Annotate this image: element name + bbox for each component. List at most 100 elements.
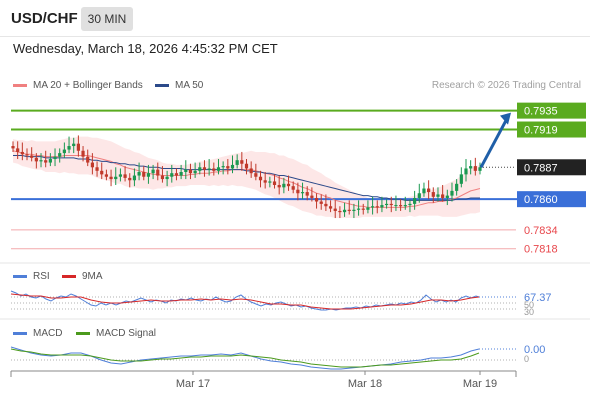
candle-body [151, 169, 155, 174]
candle [469, 160, 473, 175]
candle [179, 164, 183, 180]
candle [464, 159, 468, 182]
macd-line [10, 346, 480, 370]
candle [422, 182, 426, 197]
candle-body [310, 195, 314, 198]
candle [39, 153, 43, 168]
candle-body [296, 189, 300, 194]
candle [455, 179, 459, 196]
candle-body [170, 173, 174, 177]
candle [156, 162, 160, 181]
candle-body [338, 210, 342, 213]
candle [174, 168, 179, 181]
candle [291, 181, 295, 194]
rsi-ma-legend: 9MA [62, 271, 103, 282]
candle-body [305, 192, 309, 196]
macd-legend: MACD [13, 328, 62, 339]
candle [137, 162, 141, 181]
candle-body [254, 173, 258, 177]
ma50-legend-label: MA 50 [175, 80, 204, 91]
level-label-5: 0.7818 [524, 244, 558, 256]
candle-body [399, 205, 403, 207]
candle [230, 155, 235, 174]
candle-body [408, 203, 412, 206]
candle-body [469, 166, 473, 169]
candle-body [123, 174, 127, 178]
candle [48, 153, 52, 167]
candle [272, 174, 277, 189]
candle-body [319, 201, 323, 204]
bollinger-band-fill [13, 136, 480, 219]
candle [188, 163, 193, 180]
ma20-swatch [13, 84, 27, 87]
candle [198, 162, 202, 175]
candle-body [277, 184, 281, 188]
rsi-level-50-label: 50 [524, 300, 534, 310]
timeframe-badge[interactable]: 30 MIN [81, 7, 133, 31]
candle-body [249, 168, 253, 174]
candle-body [62, 149, 66, 154]
candle [207, 159, 211, 176]
candle [11, 141, 15, 152]
candle-body [328, 206, 333, 209]
candle [44, 150, 48, 168]
candle-body [389, 203, 393, 206]
macd-value: 0.00 [524, 344, 545, 356]
candle [282, 177, 286, 194]
projection-arrow-shaft [479, 117, 509, 168]
candle-body [11, 146, 15, 149]
candle [347, 200, 351, 215]
candle-body [300, 192, 305, 194]
candle [286, 175, 291, 191]
macd-zero-label: 0 [524, 354, 529, 364]
candle-body [459, 174, 463, 184]
candle [221, 161, 225, 175]
candle [20, 142, 24, 161]
candle-body [39, 160, 43, 162]
candle [431, 187, 435, 203]
candle-body [324, 203, 328, 207]
candle-body [455, 183, 459, 191]
candle-body [128, 177, 132, 181]
candle [296, 182, 300, 201]
candle [277, 175, 281, 195]
candle [352, 203, 356, 219]
candle [403, 196, 407, 210]
candle [305, 186, 309, 201]
candle-body [76, 143, 80, 151]
level-label-2: 0.7887 [524, 162, 558, 174]
level-label-3: 0.7860 [524, 194, 558, 206]
candle [314, 193, 319, 209]
candle-body [53, 156, 57, 160]
candle-body [366, 207, 370, 210]
candle [380, 196, 384, 213]
macd-swatch [13, 332, 27, 335]
candle-body [48, 159, 52, 163]
candle-body [445, 195, 449, 198]
candle-body [207, 168, 211, 170]
candle [268, 176, 272, 188]
candle-body [165, 176, 169, 180]
bollinger-bands [13, 136, 480, 219]
rsi-ma-line [10, 293, 480, 310]
candle [86, 149, 90, 167]
candle-body [20, 151, 24, 155]
candle-body [16, 148, 20, 152]
rsi-line [10, 290, 480, 311]
candle-body [436, 194, 440, 197]
candle [100, 162, 104, 180]
macd-legend-label: MACD [33, 328, 63, 339]
rsi-swatch [13, 275, 27, 278]
candle [445, 189, 449, 206]
level-label-1: 0.7919 [524, 125, 558, 137]
chart-header: USD/CHF 30 MIN [0, 0, 590, 38]
rsi-legend-label: RSI [33, 271, 50, 282]
candle-body [90, 162, 94, 168]
candle [202, 160, 207, 177]
candle [473, 157, 477, 176]
candle-body [272, 181, 277, 185]
candlesticks [11, 135, 482, 219]
ma50-legend: MA 50 [155, 80, 203, 91]
candle [366, 200, 370, 214]
